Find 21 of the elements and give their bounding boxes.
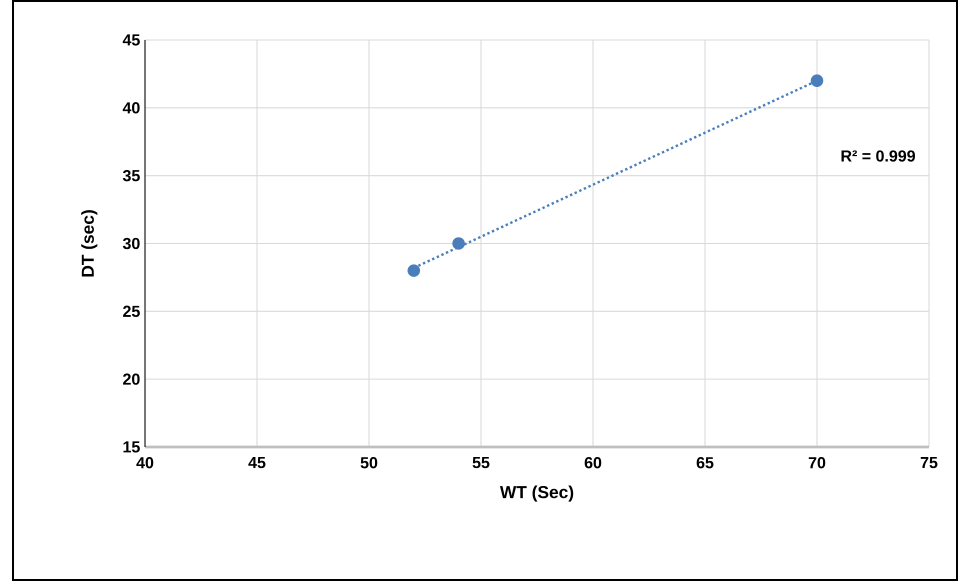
y-axis-title: DT (sec) <box>81 210 98 277</box>
x-tick-label: 55 <box>472 457 490 468</box>
x-tick-label: 45 <box>248 457 266 468</box>
y-tick-label: 45 <box>122 34 140 46</box>
x-tick-label: 50 <box>360 457 378 468</box>
x-axis-title: WT (Sec) <box>500 486 574 502</box>
y-tick-label: 40 <box>122 102 140 114</box>
x-tick-label: 65 <box>696 457 714 468</box>
x-tick-label: 75 <box>920 457 938 468</box>
y-tick-label: 20 <box>123 373 140 385</box>
y-tick-label: 35 <box>122 170 140 182</box>
x-tick-label: 70 <box>808 457 826 468</box>
annotation: R² = 0.999 <box>842 150 915 162</box>
point <box>408 264 420 277</box>
x-tick-label: 40 <box>136 457 154 468</box>
y-tick-label: 15 <box>124 441 140 453</box>
point <box>452 237 465 250</box>
y-tick-label: 30 <box>122 238 140 250</box>
y-tick-label: 25 <box>123 306 140 317</box>
x-tick-label: 60 <box>584 457 602 468</box>
point <box>810 74 824 87</box>
